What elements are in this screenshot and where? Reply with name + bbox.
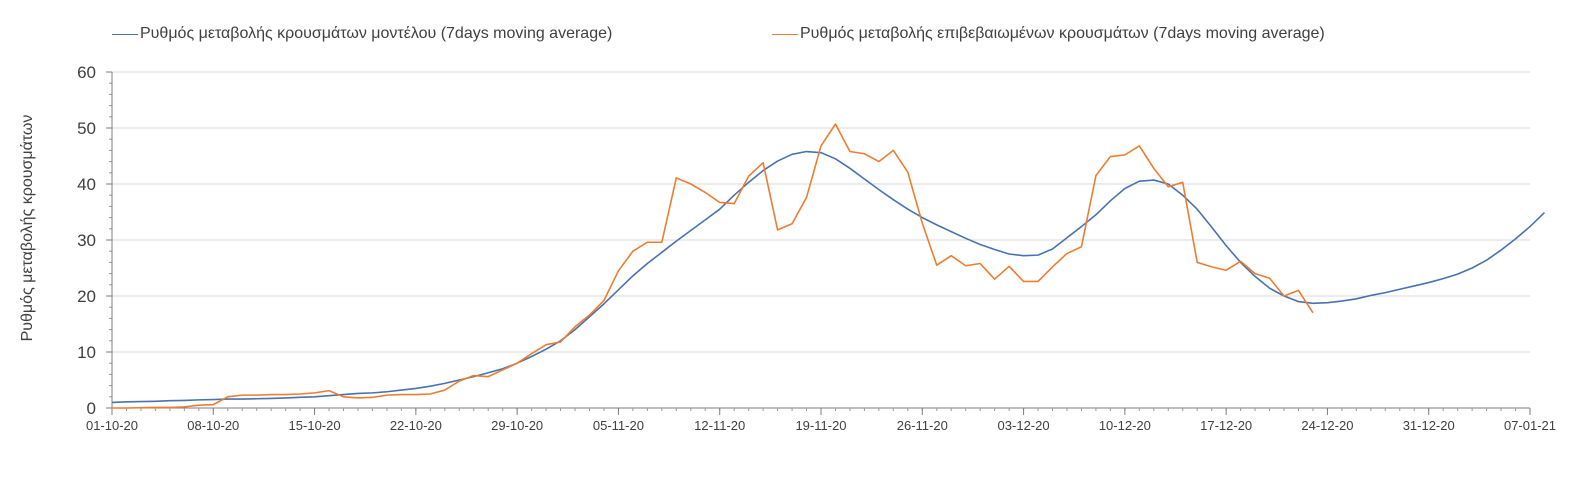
legend-swatch-confirmed xyxy=(772,33,798,35)
legend-item-confirmed: Ρυθμός μεταβολής επιβεβαιωμένων κρουσμάτ… xyxy=(772,24,1325,44)
x-tick-label: 17-12-20 xyxy=(1200,418,1252,433)
y-tick-label-40: 40 xyxy=(77,175,96,194)
x-tick-label: 03-12-20 xyxy=(998,418,1050,433)
y-tick-label-0: 0 xyxy=(87,399,96,418)
y-tick-label-50: 50 xyxy=(77,119,96,138)
legend-label-model: Ρυθμός μεταβολής κρουσμάτων μοντέλου (7d… xyxy=(140,25,613,42)
x-tick-label: 29-10-20 xyxy=(491,418,543,433)
y-tick-label-30: 30 xyxy=(77,231,96,250)
x-tick-label: 22-10-20 xyxy=(390,418,442,433)
x-tick-label: 07-01-21 xyxy=(1504,418,1556,433)
series-line-model xyxy=(111,150,1546,404)
x-tick-label: 15-10-20 xyxy=(289,418,341,433)
legend-label-confirmed: Ρυθμός μεταβολής επιβεβαιωμένων κρουσμάτ… xyxy=(800,25,1325,42)
x-tick-label: 31-12-20 xyxy=(1403,418,1455,433)
y-tick-label-60: 60 xyxy=(77,63,96,82)
x-tick-label: 10-12-20 xyxy=(1099,418,1151,433)
x-tick-label: 12-11-20 xyxy=(694,418,745,433)
legend-item-model: Ρυθμός μεταβολής κρουσμάτων μοντέλου (7d… xyxy=(112,24,612,44)
x-tick-label: 01-10-20 xyxy=(86,418,138,433)
y-tick-label-10: 10 xyxy=(77,343,96,362)
x-tick-label: 05-11-20 xyxy=(593,418,644,433)
x-tick-label: 08-10-20 xyxy=(187,418,239,433)
x-tick-label: 19-11-20 xyxy=(795,418,846,433)
legend-swatch-model xyxy=(112,33,138,35)
y-tick-label-20: 20 xyxy=(77,287,96,306)
series-line-confirmed xyxy=(112,123,1314,409)
x-tick-label: 24-12-20 xyxy=(1301,418,1353,433)
x-tick-label: 26-11-20 xyxy=(897,418,948,433)
